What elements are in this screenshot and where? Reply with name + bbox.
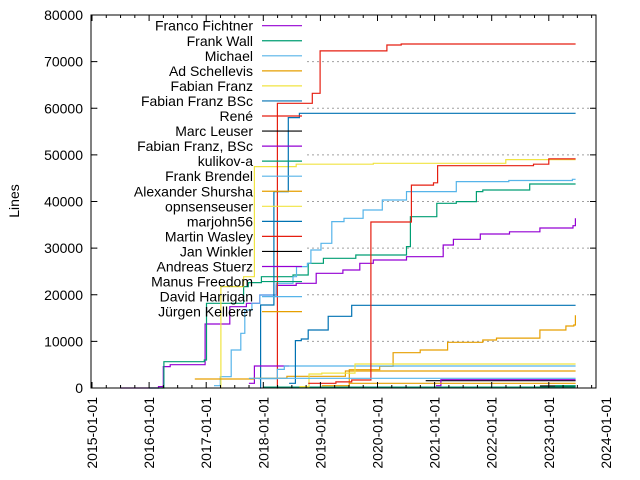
legend-label: David Harrigan [160,289,253,305]
x-tick-label: 2020-01-01 [370,397,386,469]
legend-label: Martin Wasley [165,228,253,244]
y-tick-label: 30000 [44,240,83,256]
x-tick-labels: 2015-01-01 2016-01-01 2017-01-01 2018-01-01… [84,397,614,469]
legend-label: Andreas Stuerz [157,259,254,275]
legend-label: marjohn56 [187,213,253,229]
legend-label: Franco Fichtner [155,18,253,34]
legend-label: Frank Wall [187,33,253,49]
axis-ticks [91,14,596,389]
legend-label: Alexander Shursha [134,183,253,199]
legend-label: Fabian Franz BSc [141,93,253,109]
y-tick-label: 80000 [44,7,83,23]
x-tick-label: 2018-01-01 [255,397,271,469]
x-tick-label: 2016-01-01 [141,397,157,469]
x-tick-label: 2015-01-01 [84,397,100,469]
series-line-5 [220,159,576,389]
legend-label: Jan Winkler [180,243,253,259]
legend-label: Ad Schellevis [169,63,253,79]
x-tick-label: 2022-01-01 [484,397,500,469]
x-tick-label: 2024-01-01 [598,397,614,469]
y-tick-label: 60000 [44,100,83,116]
y-tick-label: 20000 [44,287,83,303]
legend-label: Frank Brendel [165,168,253,184]
series-line-1 [120,218,576,389]
series-line-7 [276,43,576,389]
legend-label: kulikov-a [198,153,253,169]
legend-label: Jürgen Kellerer [158,304,253,320]
legend-label: Marc Leuser [175,123,253,139]
x-tick-label: 2017-01-01 [198,397,214,469]
legend-label: Michael [205,48,253,64]
y-tick-label: 0 [75,380,83,396]
y-axis-label: Lines [6,184,22,217]
series-line-3 [214,178,576,387]
y-tick-label: 70000 [44,54,83,70]
legend-label: opnsenseuser [165,198,253,214]
legend-label: Manus Freedom [151,274,253,290]
y-tick-label: 40000 [44,194,83,210]
series-line-13 [299,363,576,388]
y-tick-label: 10000 [44,333,83,349]
series-line-4 [321,315,576,387]
legend-label: Fabian Franz, BSc [137,138,253,154]
series-line-14 [289,304,576,384]
series-line-2 [149,183,576,389]
legend-label: René [220,108,254,124]
y-tick-labels: 0 10000 20000 30000 40000 50000 60000 70000 8000… [44,7,83,396]
x-tick-label: 2019-01-01 [312,397,328,469]
x-tick-label: 2023-01-01 [541,397,557,469]
legend-label: Fabian Franz [171,78,253,94]
x-tick-label: 2021-01-01 [427,397,443,469]
y-tick-label: 50000 [44,147,83,163]
series-line-9 [248,365,290,384]
series-line-15 [308,158,576,384]
